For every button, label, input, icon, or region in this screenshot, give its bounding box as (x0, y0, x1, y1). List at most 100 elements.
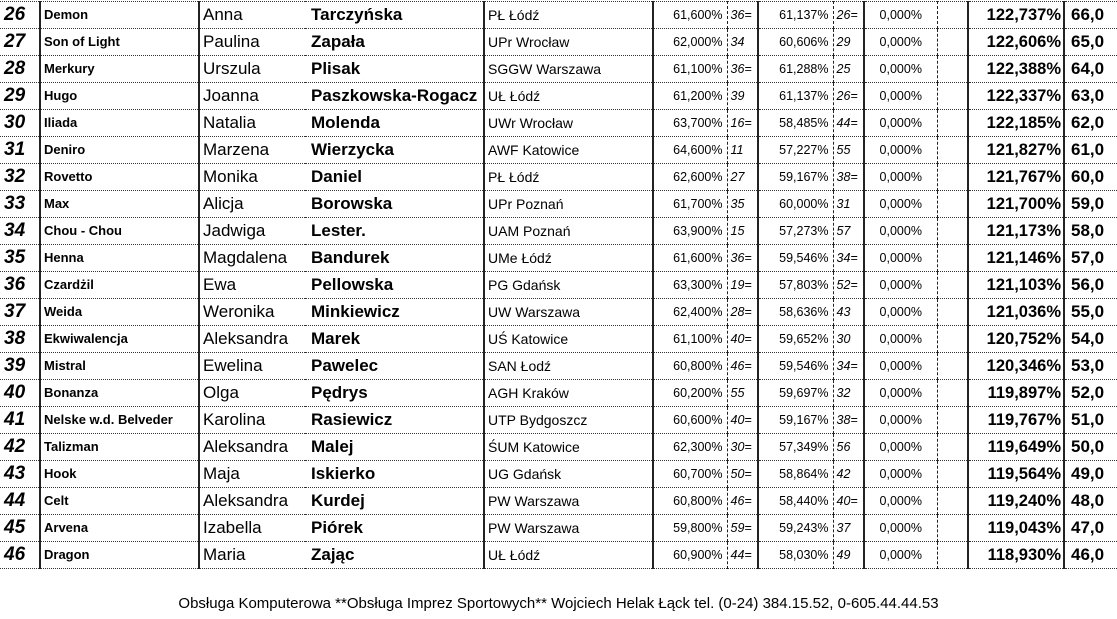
total-score-cell: 122,606% (968, 28, 1065, 56)
empty-cell (936, 514, 969, 542)
total-score-cell: 119,240% (968, 487, 1065, 515)
points-cell: 48,0 (1064, 487, 1117, 515)
score-3-cell: 0,000% (864, 460, 937, 488)
rider-last-name-cell: Piórek (305, 514, 485, 542)
horse-cell: Son of Light (40, 28, 200, 56)
horse-cell: Bonanza (40, 379, 200, 407)
rank-cell: 46 (0, 541, 41, 569)
rank-cell: 28 (0, 55, 41, 83)
table-row: 29 Hugo Joanna Paszkowska-Rogacz UŁ Łódź 61,2… (0, 82, 1117, 110)
score-2-rank-cell: 25 (832, 55, 865, 83)
table-row: 45 Arvena Izabella Piórek PW Warszawa 59,800%… (0, 514, 1117, 542)
score-2-cell: 59,546% (758, 244, 833, 272)
horse-cell: Talizman (40, 433, 200, 461)
total-score-cell: 121,146% (968, 244, 1065, 272)
score-2-rank-cell: 42 (832, 460, 865, 488)
points-cell: 57,0 (1064, 244, 1117, 272)
score-1-cell: 61,700% (653, 190, 727, 218)
points-cell: 55,0 (1064, 298, 1117, 326)
score-2-cell: 58,636% (758, 298, 833, 326)
score-1-cell: 62,400% (653, 298, 727, 326)
score-1-cell: 59,800% (653, 514, 727, 542)
score-2-cell: 60,000% (758, 190, 833, 218)
total-score-cell: 119,897% (968, 379, 1065, 407)
score-3-cell: 0,000% (864, 406, 937, 434)
rider-first-name-cell: Aleksandra (199, 433, 305, 461)
rider-first-name-cell: Ewa (199, 271, 305, 299)
horse-cell: Arvena (40, 514, 200, 542)
empty-cell (936, 298, 969, 326)
total-score-cell: 121,827% (968, 136, 1065, 164)
score-2-cell: 59,546% (758, 352, 833, 380)
rider-last-name-cell: Lester. (305, 217, 485, 245)
table-row: 37 Weida Weronika Minkiewicz UW Warszawa 62,4… (0, 298, 1117, 326)
table-row: 41 Nelske w.d. Belveder Karolina Rasiewicz U… (0, 406, 1117, 434)
empty-cell (936, 352, 969, 380)
score-1-rank-cell: 39 (726, 82, 759, 110)
rider-first-name-cell: Izabella (199, 514, 305, 542)
total-score-cell: 119,767% (968, 406, 1065, 434)
total-score-cell: 120,346% (968, 352, 1065, 380)
score-1-cell: 60,700% (653, 460, 727, 488)
empty-cell (936, 55, 969, 83)
score-1-rank-cell: 44= (726, 541, 759, 569)
club-cell: AGH Kraków (484, 379, 654, 407)
score-2-cell: 61,137% (758, 82, 833, 110)
points-cell: 63,0 (1064, 82, 1117, 110)
table-row: 36 Czardżil Ewa Pellowska PG Gdańsk 63,300% 19… (0, 271, 1117, 299)
score-1-rank-cell: 36= (726, 55, 759, 83)
rider-last-name-cell: Minkiewicz (305, 298, 485, 326)
club-cell: UPr Wrocław (484, 28, 654, 56)
empty-cell (936, 271, 969, 299)
points-cell: 53,0 (1064, 352, 1117, 380)
rider-last-name-cell: Pawelec (305, 352, 485, 380)
rider-first-name-cell: Weronika (199, 298, 305, 326)
rank-cell: 42 (0, 433, 41, 461)
score-1-cell: 61,600% (653, 244, 727, 272)
rider-first-name-cell: Monika (199, 163, 305, 191)
points-cell: 66,0 (1064, 1, 1117, 29)
table-row: 43 Hook Maja Iskierko UG Gdańsk 60,700% 50= 58,… (0, 460, 1117, 488)
score-2-cell: 58,030% (758, 541, 833, 569)
club-cell: PŁ Łódź (484, 163, 654, 191)
club-cell: ŚUM Katowice (484, 433, 654, 461)
empty-cell (936, 244, 969, 272)
total-score-cell: 122,185% (968, 109, 1065, 137)
rider-first-name-cell: Ewelina (199, 352, 305, 380)
score-2-rank-cell: 49 (832, 541, 865, 569)
rider-first-name-cell: Marzena (199, 136, 305, 164)
rank-cell: 38 (0, 325, 41, 353)
score-2-rank-cell: 44= (832, 109, 865, 137)
horse-cell: Hook (40, 460, 200, 488)
score-3-cell: 0,000% (864, 487, 937, 515)
club-cell: UŁ Łódź (484, 82, 654, 110)
rider-first-name-cell: Maria (199, 541, 305, 569)
score-1-cell: 61,100% (653, 325, 727, 353)
rider-last-name-cell: Iskierko (305, 460, 485, 488)
score-1-rank-cell: 19= (726, 271, 759, 299)
rider-last-name-cell: Rasiewicz (305, 406, 485, 434)
score-2-cell: 59,697% (758, 379, 833, 407)
score-2-cell: 60,606% (758, 28, 833, 56)
horse-cell: Mistral (40, 352, 200, 380)
score-3-cell: 0,000% (864, 82, 937, 110)
score-1-rank-cell: 55 (726, 379, 759, 407)
empty-cell (936, 379, 969, 407)
rider-first-name-cell: Magdalena (199, 244, 305, 272)
table-row: 35 Henna Magdalena Bandurek UMe Łódź 61,600% 3… (0, 244, 1117, 272)
score-2-rank-cell: 34= (832, 352, 865, 380)
score-2-rank-cell: 40= (832, 487, 865, 515)
score-1-cell: 63,700% (653, 109, 727, 137)
total-score-cell: 120,752% (968, 325, 1065, 353)
horse-cell: Weida (40, 298, 200, 326)
score-1-cell: 63,900% (653, 217, 727, 245)
score-2-cell: 57,273% (758, 217, 833, 245)
total-score-cell: 122,737% (968, 1, 1065, 29)
points-cell: 61,0 (1064, 136, 1117, 164)
score-2-rank-cell: 43 (832, 298, 865, 326)
total-score-cell: 121,700% (968, 190, 1065, 218)
score-3-cell: 0,000% (864, 190, 937, 218)
score-1-cell: 63,300% (653, 271, 727, 299)
horse-cell: Chou - Chou (40, 217, 200, 245)
score-2-rank-cell: 34= (832, 244, 865, 272)
